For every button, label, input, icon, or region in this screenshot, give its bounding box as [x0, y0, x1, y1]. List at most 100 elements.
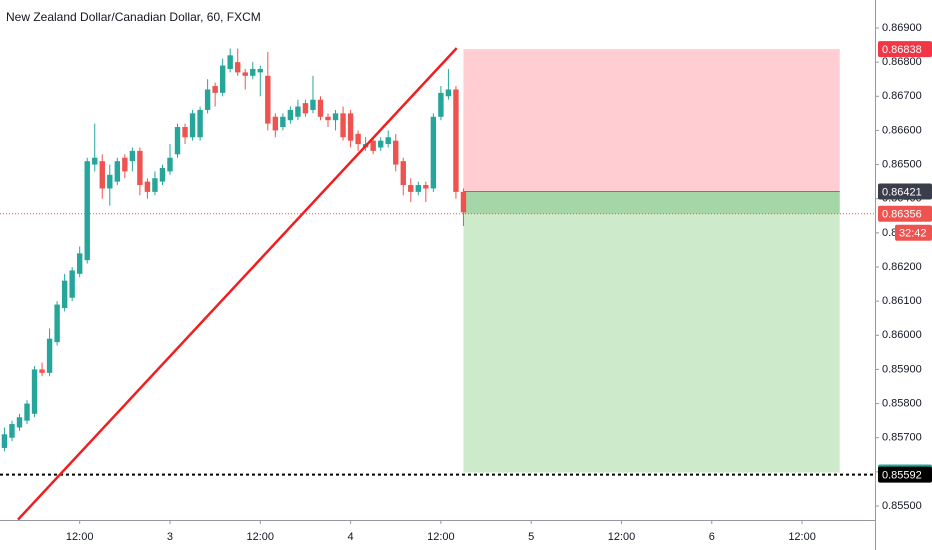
candle-body — [332, 113, 339, 121]
x-tick-label: 5 — [528, 531, 534, 543]
candle-body — [182, 127, 188, 138]
candle-body — [69, 270, 75, 298]
candle-body — [61, 280, 68, 308]
candle-body — [295, 106, 301, 117]
chart-title: New Zealand Dollar/Canadian Dollar, 60, … — [6, 10, 261, 24]
candle-body — [445, 89, 452, 97]
candle-body — [24, 403, 30, 421]
candle-body — [453, 89, 459, 192]
candle-body — [347, 113, 354, 141]
candle-body — [377, 140, 384, 148]
x-tick-label: 12:00 — [247, 531, 275, 543]
candle-body — [257, 68, 263, 73]
y-tick-label: 0.86600 — [882, 124, 922, 136]
candle-body — [317, 99, 324, 117]
candle-body — [92, 157, 98, 165]
x-tick-label: 4 — [348, 531, 354, 543]
y-tick-label: 0.85800 — [882, 397, 922, 409]
candle-body — [129, 150, 136, 162]
candle-body — [310, 99, 316, 110]
price-tag-label: 0.86356 — [882, 209, 922, 221]
y-tick-label: 0.86900 — [882, 22, 922, 34]
candle-body — [9, 424, 15, 438]
price-tag — [878, 205, 932, 222]
price-tag-label: 0.86838 — [882, 44, 922, 56]
y-tick-label: 0.86800 — [882, 56, 922, 68]
x-tick-label: 3 — [167, 531, 173, 543]
x-tick-label: 12:00 — [427, 531, 455, 543]
candle-body — [16, 417, 23, 428]
axes: 0.855000.856000.857000.858000.859000.860… — [66, 22, 932, 543]
candle-body — [31, 369, 38, 414]
candle-body — [137, 150, 143, 186]
candle-body — [46, 338, 53, 373]
candle-body — [408, 185, 414, 192]
candle-body — [1, 434, 8, 448]
candle-body — [287, 109, 294, 121]
price-tag-label: 0.85592 — [882, 469, 922, 481]
candle-body — [272, 116, 279, 131]
y-tick-label: 0.85700 — [882, 432, 922, 444]
candle-body — [159, 167, 166, 182]
candle-body — [227, 55, 233, 69]
candle-body — [460, 191, 467, 213]
candle-body — [114, 161, 121, 182]
price-tag-label: 0.86421 — [882, 186, 922, 198]
entry-band — [463, 191, 840, 214]
candle-body — [167, 157, 173, 172]
candle-body — [197, 109, 203, 138]
countdown: 32:42 — [899, 228, 927, 240]
candle-body — [385, 137, 391, 145]
candle-body — [122, 157, 128, 172]
candle-body — [76, 253, 83, 274]
candle-body — [174, 127, 181, 155]
x-tick-label: 6 — [709, 531, 715, 543]
y-tick-label: 0.86700 — [882, 90, 922, 102]
countdown-tag — [895, 224, 932, 241]
y-tick-label: 0.86200 — [882, 261, 922, 273]
target-zone — [463, 191, 840, 473]
candle-body — [250, 68, 256, 76]
candle-body — [219, 65, 226, 93]
candle-body — [400, 161, 406, 186]
candle-body — [99, 161, 105, 189]
candle-body — [265, 75, 271, 124]
x-tick-label: 12:00 — [66, 531, 94, 543]
price-tag — [878, 183, 932, 200]
candle-body — [393, 140, 399, 165]
candle-body — [355, 133, 361, 145]
candle-body — [84, 161, 90, 261]
trend-line — [17, 47, 458, 521]
candle-body — [242, 72, 248, 76]
x-tick-label: 12:00 — [608, 531, 636, 543]
candle-body — [325, 116, 331, 121]
candle-body — [54, 304, 60, 343]
stop-zone — [463, 49, 840, 192]
y-tick-label: 0.85500 — [882, 500, 922, 512]
price-tag — [878, 41, 932, 58]
y-tick-label: 0.86000 — [882, 329, 922, 341]
candle-body — [39, 369, 45, 373]
price-tag — [878, 466, 932, 483]
candle-body — [212, 86, 218, 93]
candle-body — [430, 116, 437, 189]
candle-body — [340, 113, 346, 138]
x-tick-label: 12:00 — [788, 531, 816, 543]
candle-body — [302, 103, 309, 114]
plot-area — [0, 47, 875, 521]
y-tick-label: 0.86500 — [882, 158, 922, 170]
candle-body — [423, 185, 429, 189]
candle-body — [152, 178, 158, 192]
candle-body — [189, 113, 196, 138]
candle-body — [370, 140, 376, 151]
y-tick-label: 0.85900 — [882, 363, 922, 375]
candle-body — [204, 89, 211, 110]
candle-body — [235, 62, 241, 73]
candle-body — [107, 174, 113, 189]
candle-body — [280, 116, 286, 128]
y-tick-label: 0.86100 — [882, 295, 922, 307]
candle-body — [438, 92, 444, 117]
candle-body — [144, 181, 151, 192]
candle-body — [415, 185, 422, 192]
